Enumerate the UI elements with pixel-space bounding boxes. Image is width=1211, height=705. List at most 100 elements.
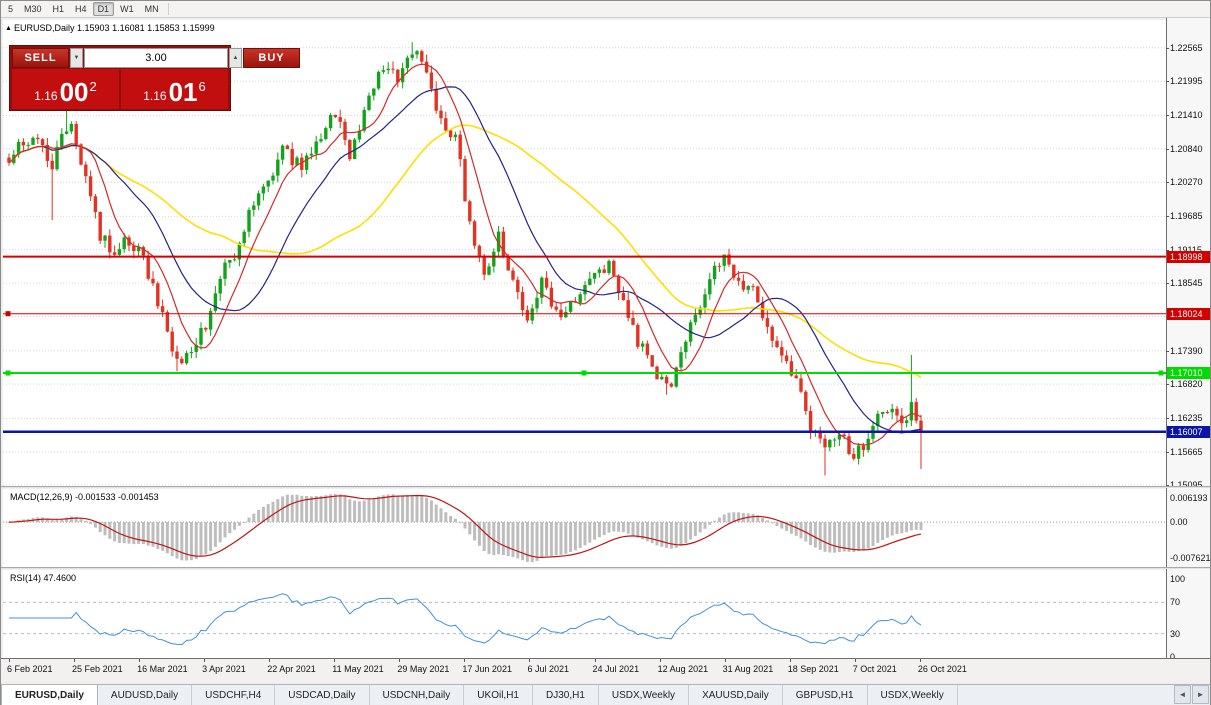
time-axis-tick — [9, 659, 10, 662]
chart-tab-usdx-weekly[interactable]: USDX,Weekly — [599, 685, 690, 705]
rsi-scale-label: 70 — [1170, 597, 1181, 608]
price-level-badge[interactable]: 1.16007 — [1167, 425, 1210, 438]
one-click-collapse-icon[interactable]: ▲ — [5, 25, 12, 32]
chart-tab-usdx-weekly[interactable]: USDX,Weekly — [868, 685, 958, 705]
price-axis-tick — [1166, 350, 1169, 352]
chart-tab-dj30-h1[interactable]: DJ30,H1 — [533, 685, 599, 705]
rsi-scale-label: 30 — [1170, 628, 1181, 639]
price-axis-tick — [1166, 418, 1169, 420]
price-scale-label: 1.19115 — [1170, 245, 1202, 255]
sell-price-display[interactable]: 1.16 00 2 — [12, 69, 119, 109]
macd-scale-max: 0.006193 — [1170, 493, 1208, 503]
tab-scroll-right-button[interactable]: ► — [1192, 685, 1209, 704]
price-axis-tick — [1166, 384, 1169, 386]
price-scale-label: 1.21410 — [1170, 110, 1203, 121]
chart-tab-usdcad-daily[interactable]: USDCAD,Daily — [275, 685, 370, 705]
date-label: 7 Oct 2021 — [852, 664, 897, 674]
price-axis-tick — [1166, 216, 1169, 218]
price-axis-tick — [1166, 47, 1169, 49]
date-label: 6 Jul 2021 — [527, 664, 570, 674]
time-axis-tick — [724, 659, 726, 662]
price-level-badge[interactable]: 1.18998 — [1167, 250, 1210, 263]
chart-ohlc-values: 1.15903 1.16081 1.15853 1.15999 — [77, 23, 215, 33]
price-scale-label: 1.19685 — [1170, 211, 1203, 222]
timeframe-button-h1[interactable]: H1 — [52, 4, 65, 14]
price-scale-label: 1.16820 — [1170, 379, 1203, 390]
time-axis-tick — [659, 659, 661, 662]
macd-panel-canvas[interactable] — [3, 489, 1166, 567]
tab-scroll-buttons: ◄ ► — [1174, 685, 1209, 704]
timeframe-button-h4[interactable]: H4 — [75, 4, 87, 14]
price-scale-label: 1.16235 — [1170, 413, 1203, 424]
macd-scale-zero: 0.00 — [1170, 517, 1188, 528]
lot-increase-button[interactable]: ▲ — [229, 48, 242, 68]
chart-symbol-label: EURUSD,Daily — [14, 23, 75, 33]
price-scale-label: 1.15665 — [1170, 446, 1203, 457]
price-scale-label: 1.20840 — [1170, 143, 1203, 154]
price-scale-label: 1.22565 — [1170, 42, 1203, 53]
buy-button[interactable]: BUY — [243, 48, 300, 68]
chart-tab-ukoil-h1[interactable]: UKOil,H1 — [464, 685, 533, 705]
time-axis-tick — [854, 659, 856, 662]
time-axis-tick — [919, 659, 921, 662]
lot-size-input[interactable] — [84, 48, 228, 68]
timeframe-button-d1[interactable]: D1 — [92, 2, 115, 16]
time-axis-tick — [334, 659, 336, 662]
date-label: 22 Apr 2021 — [267, 664, 316, 674]
chart-tab-usdcnh-daily[interactable]: USDCNH,Daily — [370, 685, 465, 705]
buy-price-head: 1.16 — [143, 89, 167, 103]
one-click-trading-panel: SELL ▼ ▲ BUY 1.16 00 2 1.16 01 6 — [9, 45, 300, 111]
price-scale-label: 1.20270 — [1170, 177, 1203, 188]
sell-price-head: 1.16 — [34, 89, 58, 103]
date-label: 31 Aug 2021 — [722, 664, 774, 674]
panel-splitter[interactable] — [1, 567, 1210, 569]
timeframe-button-m30[interactable]: M30 — [24, 4, 42, 14]
price-axis-tick — [1166, 283, 1169, 285]
timeframe-toolbar: 5 M30 H1 H4 D1 W1 MN — [1, 1, 1210, 18]
price-scale-label: 1.21995 — [1170, 76, 1203, 87]
chart-tab-xauusd-daily[interactable]: XAUUSD,Daily — [689, 685, 783, 705]
sell-button[interactable]: SELL — [12, 48, 69, 68]
chart-tab-eurusd-daily[interactable]: EURUSD,Daily — [1, 685, 98, 705]
chart-tab-gbpusd-h1[interactable]: GBPUSD,H1 — [783, 685, 868, 705]
timeframe-button-w1[interactable]: W1 — [120, 4, 134, 14]
rsi-scale-label: 100 — [1170, 574, 1186, 584]
sell-price-pips: 00 — [59, 77, 89, 107]
date-label: 12 Aug 2021 — [657, 664, 709, 674]
time-axis[interactable]: 6 Feb 2021 25 Feb 2021 16 Mar 2021 3 Apr 20… — [1, 658, 1210, 682]
rsi-panel-canvas[interactable] — [3, 570, 1166, 658]
toolbar-separator — [167, 3, 169, 15]
date-label: 17 Jun 2021 — [462, 664, 512, 674]
time-axis-tick — [74, 659, 76, 662]
date-label: 16 Mar 2021 — [137, 664, 188, 674]
macd-scale-min: -0.007621 — [1170, 553, 1211, 563]
time-axis-tick — [399, 659, 401, 662]
buy-price-pips: 01 — [168, 77, 198, 107]
time-axis-tick — [139, 659, 141, 662]
buy-price-display[interactable]: 1.16 01 6 — [121, 69, 228, 109]
price-level-badge[interactable]: 1.17010 — [1167, 367, 1210, 379]
chart-tab-usdchf-h4[interactable]: USDCHF,H4 — [192, 685, 276, 705]
macd-label: MACD(12,26,9) -0.001533 -0.001453 — [10, 492, 159, 502]
price-axis-tick — [1166, 148, 1169, 150]
price-axis-tick — [1166, 451, 1169, 453]
chart-ohlc-header: EURUSD,Daily 1.15903 1.16081 1.15853 1.1… — [14, 23, 215, 33]
price-axis-tick — [1166, 249, 1169, 251]
date-label: 18 Sep 2021 — [787, 664, 839, 674]
time-axis-tick — [464, 659, 466, 662]
time-axis-tick — [529, 659, 531, 662]
price-level-badge[interactable]: 1.18024 — [1167, 307, 1210, 320]
panel-splitter[interactable] — [1, 486, 1210, 488]
price-axis-tick — [1166, 81, 1169, 83]
time-axis-tick — [594, 659, 596, 662]
lot-decrease-button[interactable]: ▼ — [70, 48, 83, 68]
time-axis-tick — [269, 659, 271, 662]
chart-tab-audusd-daily[interactable]: AUDUSD,Daily — [98, 685, 193, 705]
tab-scroll-left-button[interactable]: ◄ — [1174, 685, 1191, 704]
date-label: 24 Jul 2021 — [592, 664, 640, 674]
timeframe-button-5[interactable]: 5 — [8, 4, 14, 14]
date-label: 26 Oct 2021 — [917, 664, 967, 674]
timeframe-button-mn[interactable]: MN — [144, 4, 159, 14]
price-axis[interactable] — [1166, 18, 1210, 682]
date-label: 6 Feb 2021 — [7, 664, 53, 674]
